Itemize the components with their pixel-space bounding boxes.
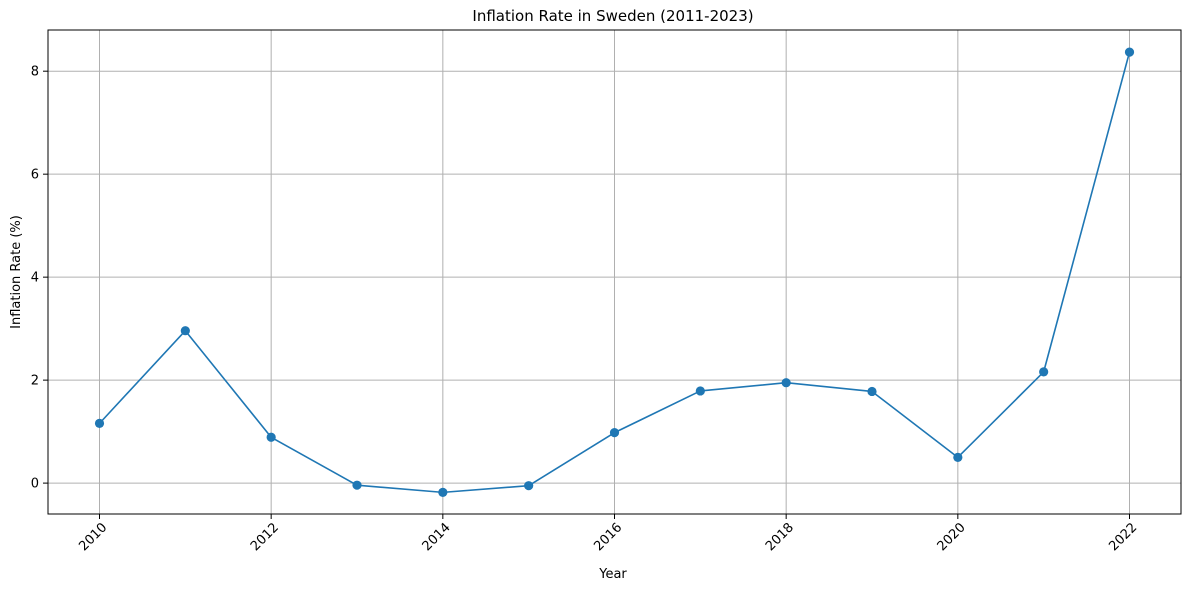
data-point-2015 xyxy=(524,481,534,491)
series-layer xyxy=(94,47,1135,497)
x-tick-label: 2020 xyxy=(935,520,969,554)
data-point-2011 xyxy=(180,326,190,336)
data-point-2014 xyxy=(438,487,448,497)
y-tick-label: 4 xyxy=(31,271,39,286)
chart-title: Inflation Rate in Sweden (2011-2023) xyxy=(472,7,753,25)
data-point-2018 xyxy=(781,378,791,388)
y-ticks: 0 2 4 6 8 xyxy=(31,65,48,492)
x-tick-label: 2018 xyxy=(763,520,797,554)
data-point-2010 xyxy=(94,418,105,428)
y-tick-label: 8 xyxy=(31,65,39,80)
x-tick-label: 2010 xyxy=(76,520,110,554)
x-tick-label: 2014 xyxy=(420,520,454,554)
data-point-2012 xyxy=(266,432,276,442)
x-tick-label: 2012 xyxy=(248,520,282,554)
data-point-2022 xyxy=(1124,47,1135,57)
y-tick-label: 6 xyxy=(31,168,39,183)
data-point-2016 xyxy=(609,428,620,438)
x-tick-label: 2022 xyxy=(1106,520,1140,554)
data-point-2017 xyxy=(695,386,705,396)
grid xyxy=(48,30,1181,514)
y-tick-label: 2 xyxy=(31,374,39,389)
data-point-2020 xyxy=(953,452,963,462)
x-tick-label: 2016 xyxy=(591,520,625,554)
x-axis-title: Year xyxy=(598,567,627,582)
data-point-2019 xyxy=(867,386,877,397)
x-ticks: 2010 2012 2014 2016 2018 2020 2022 xyxy=(76,514,1140,554)
data-point-2013 xyxy=(352,480,362,490)
y-axis-title: Inflation Rate (%) xyxy=(9,215,24,329)
data-point-2021 xyxy=(1039,367,1049,377)
y-tick-label: 0 xyxy=(31,477,39,492)
